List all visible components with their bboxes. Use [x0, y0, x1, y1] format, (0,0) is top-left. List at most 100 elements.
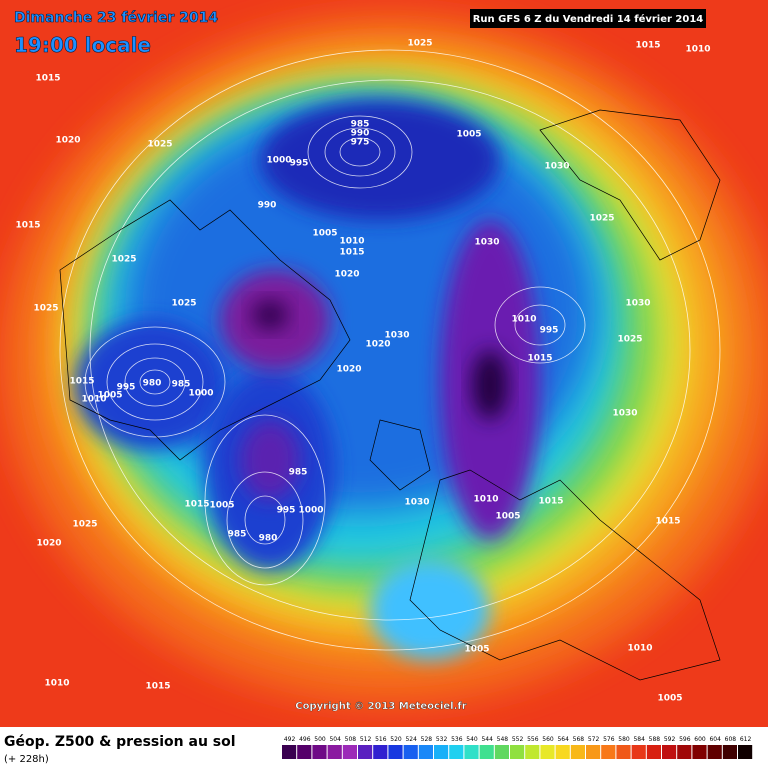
scale-swatch — [555, 745, 570, 759]
pressure-label: 1030 — [404, 498, 429, 508]
scale-swatch — [418, 745, 433, 759]
pressure-label: 995 — [540, 326, 559, 336]
pressure-label: 1010 — [473, 495, 498, 505]
pressure-label: 1005 — [312, 229, 337, 239]
scale-swatch — [631, 745, 646, 759]
scale-swatch — [601, 745, 616, 759]
pressure-label: 1015 — [655, 517, 680, 527]
pressure-label: 1005 — [657, 694, 682, 704]
pressure-label: 1010 — [339, 237, 364, 247]
pressure-label: 1010 — [81, 395, 106, 405]
pressure-label: 995 — [290, 159, 309, 169]
scale-label: 500 — [314, 736, 326, 743]
pressure-label: 1015 — [15, 221, 40, 231]
scale-swatch — [297, 745, 312, 759]
pressure-label: 980 — [259, 534, 278, 544]
scale-label: 548 — [497, 736, 509, 743]
scale-swatch — [342, 745, 357, 759]
scale-swatch — [570, 745, 585, 759]
scale-swatch — [646, 745, 661, 759]
scale-swatch — [494, 745, 509, 759]
scale-label: 512 — [360, 736, 372, 743]
pressure-label: 1020 — [365, 340, 390, 350]
pressure-label: 1000 — [298, 506, 323, 516]
pressure-label: 1000 — [266, 156, 291, 166]
scale-label: 584 — [633, 736, 645, 743]
scale-swatch — [449, 745, 464, 759]
pressure-label: 1005 — [456, 130, 481, 140]
scale-swatch — [662, 745, 677, 759]
pressure-label: 1025 — [171, 299, 196, 309]
pressure-label: 1005 — [209, 501, 234, 511]
scale-swatch — [373, 745, 388, 759]
pressure-label: 1030 — [384, 331, 409, 341]
lead-time: (+ 228h) — [4, 754, 49, 765]
pressure-label: 1030 — [474, 238, 499, 248]
scale-swatch — [692, 745, 707, 759]
pressure-label: 1005 — [495, 512, 520, 522]
time-label: 19:00 locale — [14, 33, 151, 57]
scale-label: 536 — [451, 736, 463, 743]
scale-label: 508 — [345, 736, 357, 743]
scale-swatch — [403, 745, 418, 759]
pressure-label: 1015 — [35, 74, 60, 84]
pressure-label: 1025 — [72, 520, 97, 530]
scale-label: 520 — [390, 736, 402, 743]
scale-label: 528 — [421, 736, 433, 743]
coastlines — [59, 109, 721, 681]
pressure-label: 995 — [277, 506, 296, 516]
pressure-label: 1010 — [44, 679, 69, 689]
scale-label: 540 — [466, 736, 478, 743]
scale-swatch — [586, 745, 601, 759]
scale-label: 580 — [618, 736, 630, 743]
pressure-label: 1020 — [55, 136, 80, 146]
run-label: Run GFS 6 Z du Vendredi 14 février 2014 — [473, 13, 704, 25]
run-box — [470, 9, 706, 28]
pressure-label: 985 — [289, 468, 308, 478]
scale-swatch — [738, 745, 753, 759]
pressure-label: 1000 — [188, 389, 213, 399]
pressure-label: 1025 — [617, 335, 642, 345]
scale-label: 596 — [679, 736, 691, 743]
pressure-label: 1010 — [627, 644, 652, 654]
copyright: Copyright © 2013 Meteociel.fr — [295, 701, 466, 712]
scale-label: 560 — [542, 736, 554, 743]
scale-label: 496 — [299, 736, 311, 743]
geopotential-field — [0, 0, 768, 727]
pressure-label: 1025 — [33, 304, 58, 314]
scale-label: 516 — [375, 736, 387, 743]
pressure-label: 1030 — [625, 299, 650, 309]
pressure-label: 1025 — [111, 255, 136, 265]
pressure-label: 1010 — [685, 45, 710, 55]
scale-label: 564 — [557, 736, 569, 743]
scale-label: 612 — [740, 736, 752, 743]
scale-label: 532 — [436, 736, 448, 743]
pressure-label: 1015 — [635, 41, 660, 51]
scale-swatch — [616, 745, 631, 759]
scale-swatch — [388, 745, 403, 759]
scale-label: 556 — [527, 736, 539, 743]
pressure-label: 985 — [228, 530, 247, 540]
scale-label: 572 — [588, 736, 600, 743]
scale-label: 568 — [573, 736, 585, 743]
pressure-label: 975 — [351, 138, 370, 148]
footer-title: Géop. Z500 & pression au sol — [4, 734, 236, 750]
scale-swatch — [707, 745, 722, 759]
pressure-label: 1020 — [36, 539, 61, 549]
date-label: Dimanche 23 février 2014 — [14, 10, 218, 26]
scale-swatch — [464, 745, 479, 759]
scale-label: 552 — [512, 736, 524, 743]
scale-label: 588 — [649, 736, 661, 743]
pressure-label: 1030 — [612, 409, 637, 419]
scale-swatch — [540, 745, 555, 759]
pressure-label: 1025 — [589, 214, 614, 224]
color-scale: 492 496 500 504 508 512 516 520 524 528 532 536 540 5… — [282, 736, 753, 759]
scale-swatch — [282, 745, 297, 759]
pressure-label: 995 — [117, 383, 136, 393]
scale-swatch — [312, 745, 327, 759]
pressure-label: 1010 — [511, 315, 536, 325]
pressure-label: 1015 — [339, 248, 364, 258]
